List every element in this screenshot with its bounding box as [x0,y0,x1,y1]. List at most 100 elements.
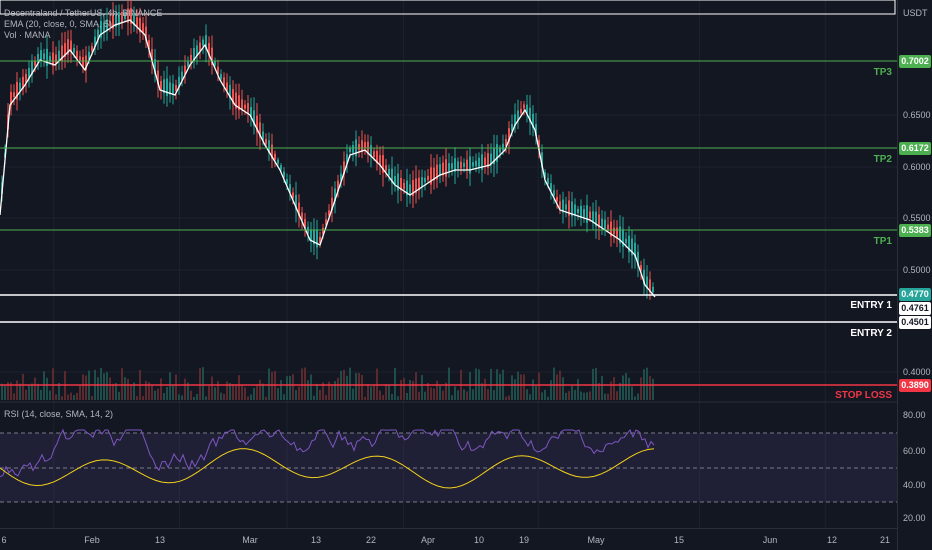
last-price-tag: 0.4761 [899,302,931,315]
volume-bar [133,382,135,400]
ema-line [0,19,656,298]
candle-body [487,153,489,168]
candle-body [10,91,12,106]
candle-body [442,162,444,176]
volume-bar [217,381,219,400]
rsi-legend[interactable]: RSI (14, close, SMA, 14, 2) [4,409,114,419]
candle-body [91,46,93,52]
price-scale-label: 0.5500 [903,213,931,223]
volume-bar [382,394,384,400]
candle-body [379,155,381,165]
candle-body [556,196,558,202]
candle-body [181,71,183,81]
candle-body [298,202,300,217]
volume-bar [67,394,69,400]
candle-body [322,227,324,235]
candle-body [604,219,606,231]
candle-body [292,192,294,199]
volume-bar [391,394,393,400]
volume-bar [568,391,570,400]
volume-bar [172,385,174,400]
candle-body [409,184,411,196]
volume-bar [184,378,186,400]
volume-bar [175,374,177,400]
volume-bar [517,371,519,400]
volume-bar [547,396,549,400]
candle-body [49,56,51,61]
time-label: Apr [420,535,436,545]
price-scale[interactable]: USDT 0.6500 0.6000 0.5500 0.5000 0.4000 … [897,0,932,550]
volume-bar [310,374,312,400]
candle-body [259,122,261,138]
candle-body [22,76,24,89]
volume-bar [322,382,324,400]
candle-body [61,45,63,61]
candle-body [295,194,297,210]
candle-body [118,12,120,26]
volume-bar [241,385,243,400]
volume-bar [70,392,72,400]
candle-body [301,212,303,221]
candle-body [244,104,246,109]
volume-bar [370,386,372,400]
volume-bar [76,392,78,400]
price-scale-label: 0.4000 [903,367,931,377]
candle-body [46,48,48,66]
candle-body [607,224,609,230]
tp1-label: TP1 [873,236,892,247]
volume-bar [124,377,126,400]
time-label: 22 [365,535,377,545]
volume-bar [373,385,375,400]
volume-bar [103,373,105,400]
volume-bar [538,372,540,400]
candle-body [190,54,192,63]
top-frame [0,0,896,15]
candle-body [595,211,597,227]
candle-body [418,177,420,191]
time-axis[interactable]: 6 Feb 13 Mar 13 22 Apr 10 19 May 15 Jun … [0,528,897,550]
candle-body [466,159,468,171]
candle-body [484,157,486,165]
candle-body [412,180,414,196]
ema-indicator-label[interactable]: EMA (20, close, 0, SMA, 5) [4,19,113,29]
candle-body [220,74,222,80]
volume-bar [637,393,639,400]
volume-bar [271,371,273,400]
time-label: 19 [518,535,530,545]
time-label: Jun [762,535,778,545]
volume-bar [97,377,99,400]
volume-bar [511,375,513,400]
volume-bar [634,396,636,400]
candle-body [148,40,150,50]
tp1-price-tag: 0.5383 [899,224,931,237]
candle-body [136,17,138,27]
candle-body [541,152,543,168]
volume-bar [235,384,237,400]
chart-area[interactable]: Decentraland / TetherUS, 4h, BINANCE EMA… [0,0,897,550]
candle-body [232,89,234,105]
candle-body [505,138,507,147]
time-label: May [587,535,605,545]
volume-bar [280,380,282,400]
candle-body [187,61,189,67]
candle-body [643,269,645,285]
rsi-scale-label: 60.00 [903,446,926,456]
candle-body [178,76,180,88]
candle-body [460,161,462,169]
candle-body [268,140,270,154]
candle-body [31,61,33,75]
candle-body [184,65,186,75]
symbol-title[interactable]: Decentraland / TetherUS, 4h, BINANCE [4,8,163,18]
candle-body [349,147,351,153]
candle-body [70,40,72,53]
candle-body [142,23,144,33]
candle-body [436,164,438,180]
price-chart[interactable] [0,0,897,550]
candle-body [55,54,57,64]
candle-body [82,56,84,68]
price-scale-label: 0.6500 [903,110,931,120]
candle-body [589,211,591,219]
volume-indicator-label[interactable]: Vol · MANA [4,30,51,40]
candle-body [628,235,630,253]
candle-body [247,103,249,115]
